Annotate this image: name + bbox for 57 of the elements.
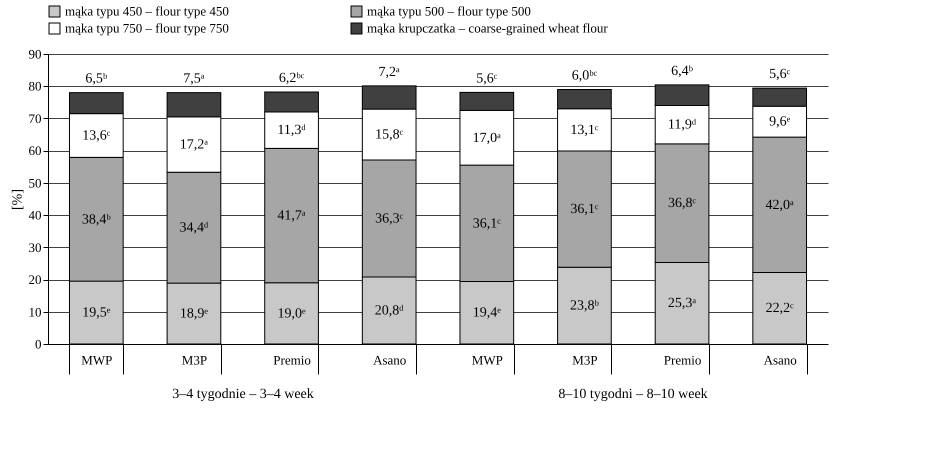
x-tick-label: MWP	[81, 352, 112, 368]
legend-label: mąka typu 450 – flour type 450	[65, 4, 229, 19]
data-label: 6,4ᵇ	[671, 64, 694, 79]
data-label: 7,5ᵃ	[183, 72, 205, 87]
data-label: 6,5ᵇ	[85, 72, 108, 87]
data-label: 41,7ᵃ	[277, 208, 306, 224]
data-label: 34,4ᵈ	[180, 220, 210, 236]
y-tick-label: 0	[35, 336, 42, 352]
y-tick-label: 80	[28, 78, 42, 94]
data-label: 9,6ᵉ	[769, 114, 791, 130]
y-tick-label: 60	[28, 143, 42, 158]
y-tick-label: 90	[28, 46, 42, 62]
y-tick-label: 50	[28, 175, 42, 190]
x-tick-label: Premio	[664, 352, 702, 368]
data-label: 36,8ᶜ	[668, 196, 697, 212]
data-label: 15,8ᶜ	[375, 128, 404, 143]
x-tick-label: Asano	[764, 352, 797, 368]
data-label: 17,2ᵃ	[180, 138, 208, 153]
data-label: 6,2ᵇᶜ	[278, 71, 305, 86]
data-label: 6,0ᵇᶜ	[572, 68, 598, 84]
data-label: 7,2ᵃ	[378, 64, 400, 80]
data-label: 11,3ᵈ	[277, 123, 306, 138]
data-label: 13,6ᶜ	[82, 128, 111, 144]
data-label: 19,4ᵉ	[472, 306, 502, 321]
data-label: 19,0ᵉ	[278, 306, 306, 322]
data-label: 25,3ᵃ	[668, 296, 696, 312]
text: 3–4 tygodnie – 3–4 week	[172, 387, 314, 402]
x-tick-label: M3P	[182, 352, 208, 368]
y-axis-title: [%]	[10, 189, 26, 210]
data-label: 36,1ᶜ	[472, 216, 502, 232]
data-label: 20,8ᵈ	[374, 303, 404, 318]
data-label: 36,3ᶜ	[375, 211, 404, 226]
data-label: 19,5ᵉ	[82, 306, 111, 321]
data-label: 5,6ᶜ	[476, 71, 498, 86]
data-label: 38,4ᵇ	[82, 212, 112, 228]
y-tick-label: 30	[28, 240, 42, 255]
y-tick-label: 40	[28, 208, 42, 223]
data-label: 5,6ᶜ	[769, 67, 791, 82]
y-tick-label: 70	[28, 110, 42, 126]
data-label: 11,9ᵈ	[668, 118, 697, 133]
x-tick-label: Asano	[373, 352, 406, 368]
data-label: 13,1ᶜ	[570, 122, 599, 138]
data-label: 36,1ᶜ	[570, 202, 599, 218]
data-label: 23,8ᵇ	[570, 298, 600, 314]
legend-label: mąka typu 500 – flour type 500	[367, 4, 531, 19]
x-tick-label: M3P	[572, 352, 598, 368]
legend-label: mąka typu 750 – flour type 750	[65, 20, 229, 36]
data-label: 22,2ᶜ	[766, 301, 794, 316]
data-label: 42,0ᵃ	[766, 198, 794, 213]
legend-label: mąka krupczatka – coarse-grained wheat flour	[367, 20, 608, 36]
data-label: 17,0ᵃ	[472, 130, 502, 146]
y-tick-label: 10	[28, 304, 42, 320]
x-tick-label: Premio	[273, 352, 311, 368]
text: 8–10 tygodni – 8–10 week	[558, 387, 708, 402]
data-label: 18,9ᵉ	[180, 306, 208, 322]
y-tick-label: 20	[28, 272, 42, 288]
x-tick-label: MWP	[472, 352, 503, 368]
